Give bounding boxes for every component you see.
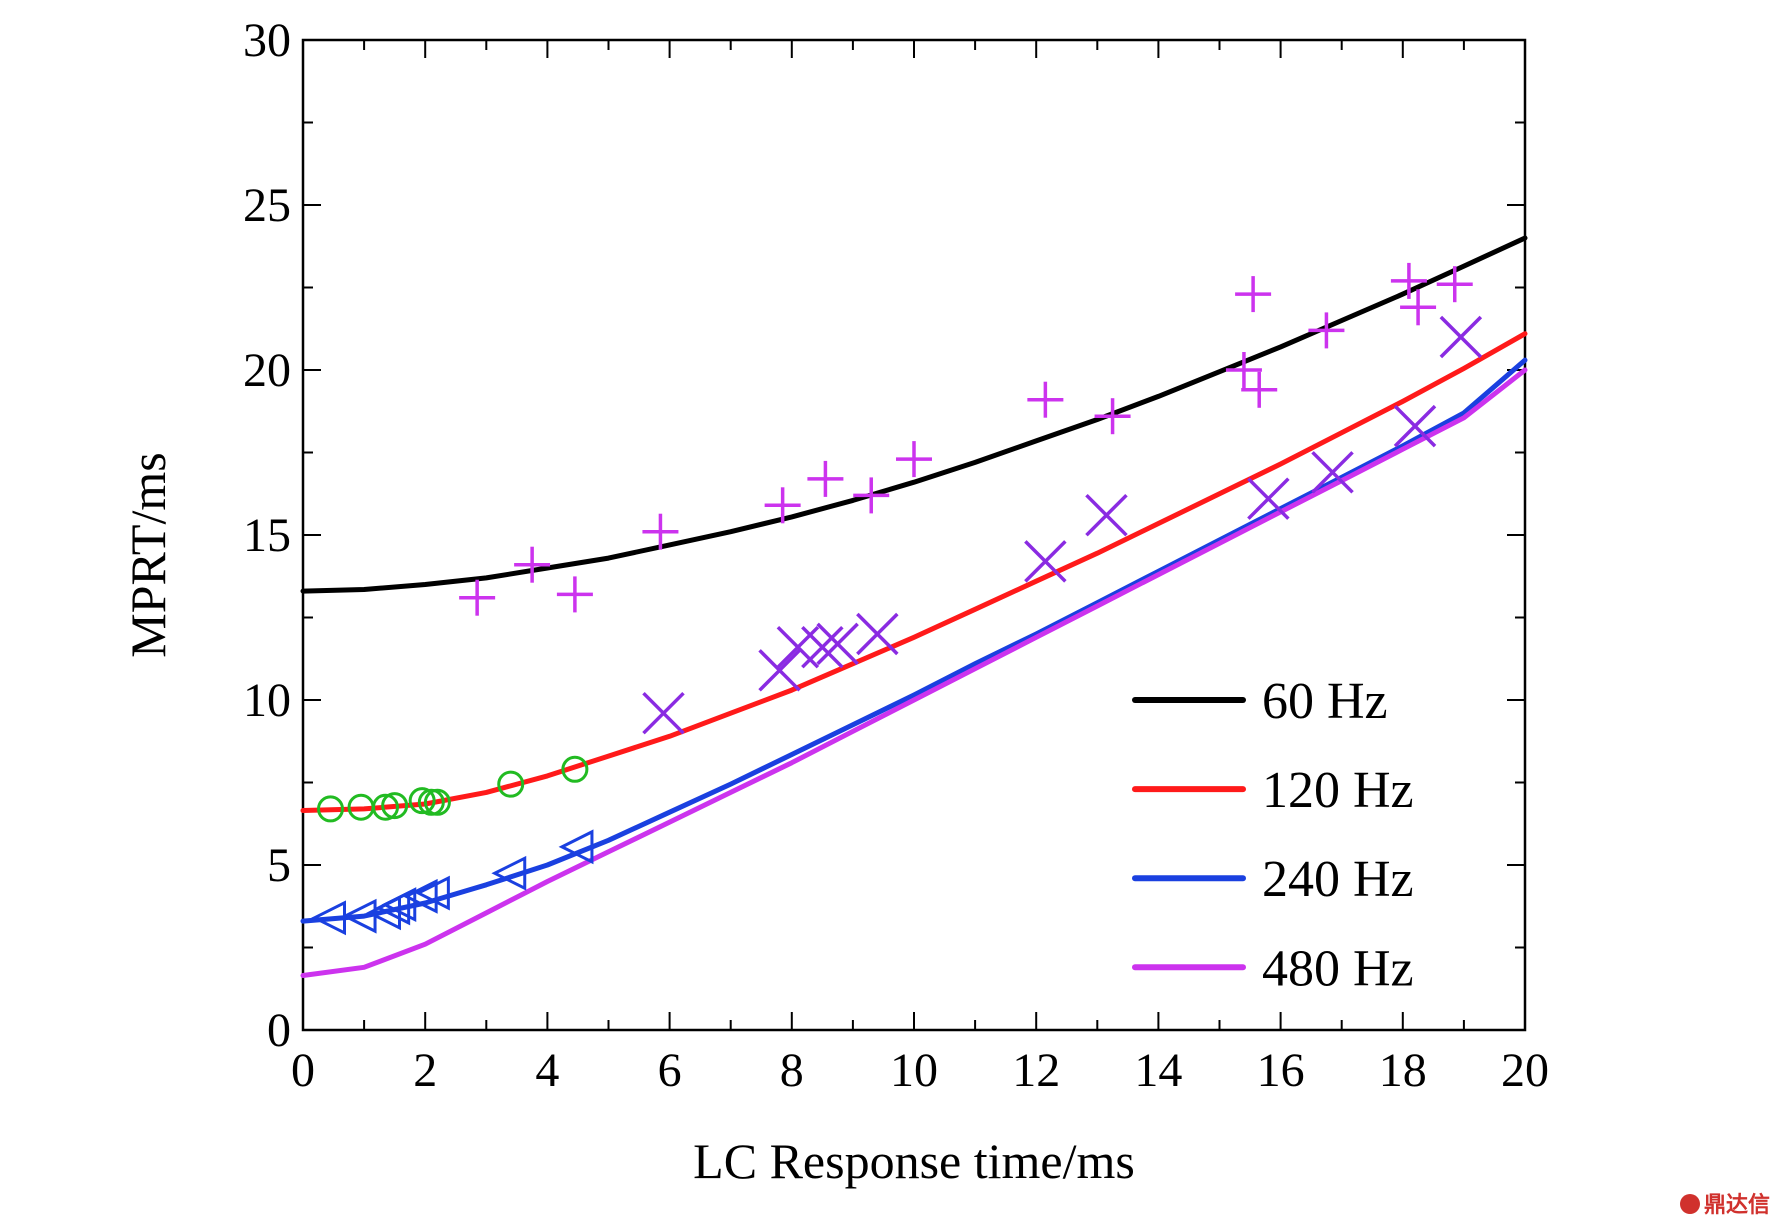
y-tick-label: 15 xyxy=(243,509,291,562)
x-tick-label: 6 xyxy=(658,1044,682,1097)
data-markers xyxy=(311,262,1483,936)
plus-marker xyxy=(764,487,801,524)
plus-marker xyxy=(1308,312,1345,349)
plus-marker xyxy=(556,576,593,613)
legend-item: 120 Hz xyxy=(1132,762,1414,819)
circle-marker xyxy=(423,788,451,816)
series-line xyxy=(300,235,1528,594)
plus-marker xyxy=(896,441,932,478)
plus-marker xyxy=(459,579,496,616)
triangle-marker xyxy=(381,887,417,923)
x-axis-label: LC Response time/ms xyxy=(693,1133,1135,1189)
plus-marker xyxy=(514,546,551,583)
legend-label: 120 Hz xyxy=(1262,762,1414,819)
y-tick-labels: 0 5 10 15 20 25 30 xyxy=(243,14,291,1057)
x-tick-label: 2 xyxy=(413,1044,437,1097)
cross-marker xyxy=(1393,404,1437,448)
triangle-marker xyxy=(491,855,527,891)
legend: 60 Hz 120 Hz 240 Hz 480 Hz xyxy=(1132,673,1414,997)
x-tick-label: 14 xyxy=(1134,1044,1182,1097)
circle-marker xyxy=(408,787,436,815)
legend-label: 60 Hz xyxy=(1262,673,1388,730)
legend-item: 60 Hz xyxy=(1132,673,1388,730)
x-tick-label: 12 xyxy=(1012,1044,1060,1097)
axis-ticks xyxy=(302,39,1526,1031)
x-tick-labels: 0 2 4 6 8 10 12 14 16 18 20 xyxy=(291,1044,1549,1097)
cross-marker xyxy=(1024,540,1067,583)
circle-marker xyxy=(561,755,589,783)
triangle-marker xyxy=(558,829,594,865)
x-tick-label: 20 xyxy=(1501,1044,1549,1097)
triangle-marker xyxy=(311,900,346,936)
x-tick-label: 4 xyxy=(535,1044,559,1097)
watermark-logo-icon xyxy=(1680,1194,1700,1214)
circle-marker xyxy=(316,795,344,823)
y-tick-label: 10 xyxy=(243,674,291,727)
legend-item: 240 Hz xyxy=(1132,851,1414,908)
y-tick-label: 5 xyxy=(267,839,291,892)
plus-marker xyxy=(1094,398,1131,435)
series-line xyxy=(300,367,1528,978)
series-line xyxy=(300,331,1528,813)
plus-marker xyxy=(853,477,890,514)
x-tick-label: 18 xyxy=(1379,1044,1427,1097)
watermark-text: 鼎达信 xyxy=(1704,1192,1770,1218)
plus-marker xyxy=(1436,266,1473,303)
x-tick-label: 0 xyxy=(291,1044,315,1097)
y-tick-label: 30 xyxy=(243,14,291,67)
y-axis-label: MPRT/ms xyxy=(120,452,176,657)
circle-marker xyxy=(371,793,399,821)
legend-item: 480 Hz xyxy=(1132,940,1414,997)
plus-marker xyxy=(642,513,679,550)
cross-marker xyxy=(1247,477,1290,520)
y-tick-label: 20 xyxy=(243,344,291,397)
cross-marker xyxy=(1085,493,1128,537)
x-tick-label: 10 xyxy=(890,1044,938,1097)
cross-marker xyxy=(856,612,899,656)
circle-marker xyxy=(497,770,525,798)
y-tick-label: 25 xyxy=(243,179,291,232)
triangle-marker xyxy=(402,878,438,914)
cross-marker xyxy=(642,691,685,735)
legend-label: 480 Hz xyxy=(1262,940,1414,997)
cross-marker xyxy=(1311,451,1354,494)
cross-marker xyxy=(776,625,820,669)
cross-marker xyxy=(758,649,801,692)
cross-marker xyxy=(1439,315,1483,359)
legend-label: 240 Hz xyxy=(1262,851,1414,908)
plus-marker xyxy=(1235,276,1272,313)
cross-marker xyxy=(801,625,844,669)
x-tick-label: 8 xyxy=(780,1044,804,1097)
circle-marker xyxy=(381,792,409,820)
plus-marker xyxy=(1241,371,1278,408)
x-tick-label: 16 xyxy=(1257,1044,1305,1097)
plus-marker xyxy=(1027,381,1064,418)
plus-marker xyxy=(807,460,844,497)
watermark-logo: 鼎达信 xyxy=(1680,1192,1770,1218)
plus-marker xyxy=(1400,289,1437,326)
cross-marker xyxy=(816,622,859,666)
triangle-marker xyxy=(415,875,450,911)
plus-marker xyxy=(1390,262,1427,299)
plus-marker xyxy=(1225,352,1262,388)
y-tick-label: 0 xyxy=(267,1004,291,1057)
